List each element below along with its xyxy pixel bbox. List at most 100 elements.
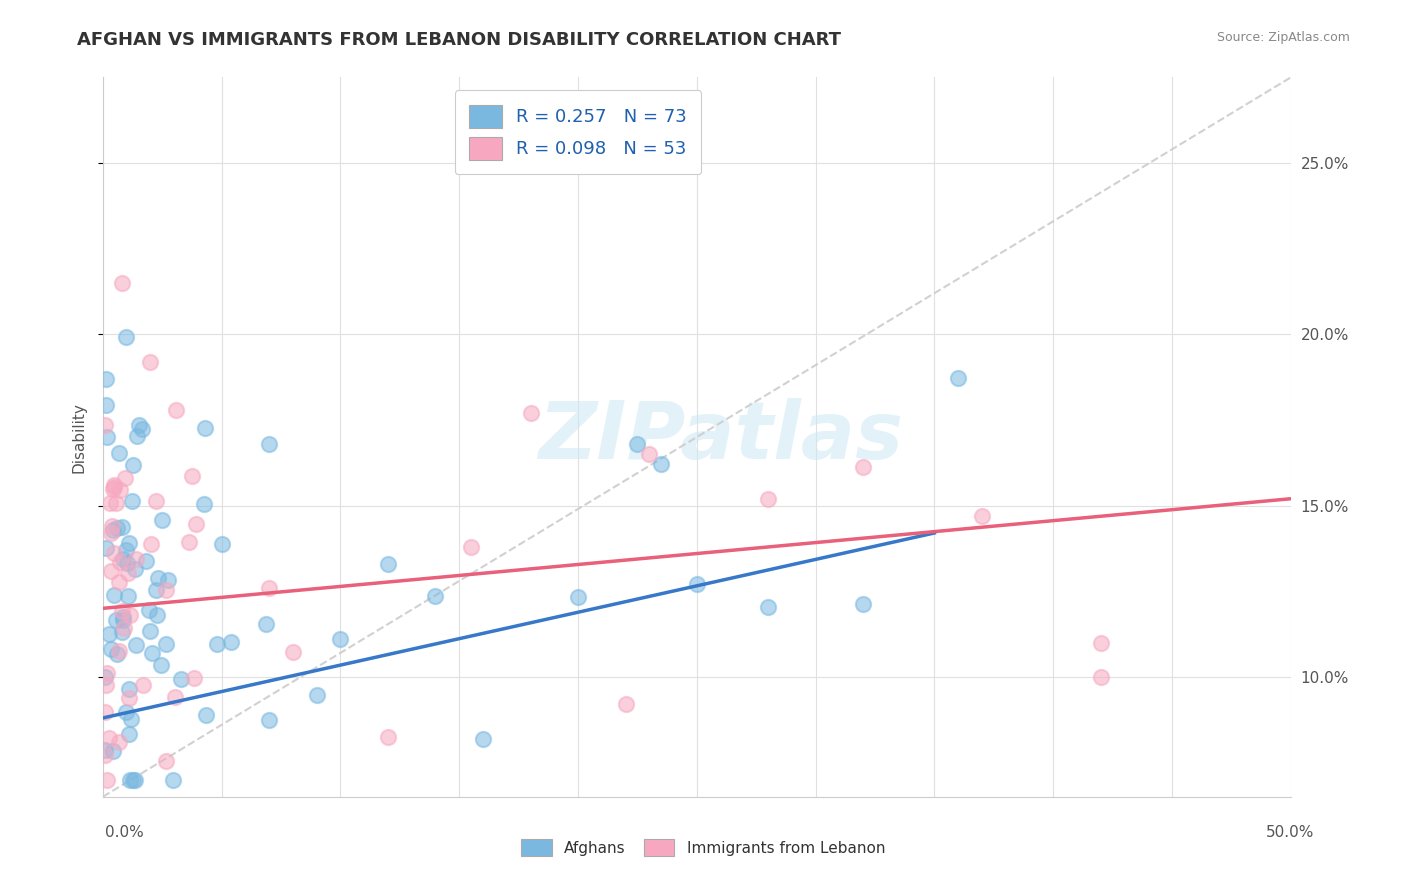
Point xyxy=(181,469,204,483)
Point xyxy=(101,519,124,533)
Point xyxy=(101,483,124,497)
Legend: R = 0.257   N = 73, R = 0.098   N = 53: R = 0.257 N = 73, R = 0.098 N = 53 xyxy=(454,90,702,174)
Point xyxy=(183,672,205,686)
Point xyxy=(946,371,969,385)
Point xyxy=(460,540,482,554)
Point xyxy=(103,480,125,494)
Point xyxy=(120,712,142,726)
Point xyxy=(117,727,139,741)
Point xyxy=(257,581,280,595)
Point xyxy=(377,730,399,744)
Point xyxy=(254,617,277,632)
Point xyxy=(118,772,141,787)
Point xyxy=(107,643,129,657)
Point xyxy=(156,573,179,587)
Point xyxy=(108,483,131,498)
Point xyxy=(111,610,134,624)
Point xyxy=(125,552,148,566)
Point xyxy=(117,566,139,581)
Point xyxy=(108,735,131,749)
Point xyxy=(145,493,167,508)
Point xyxy=(96,666,118,681)
Point xyxy=(111,276,134,290)
Point xyxy=(125,639,148,653)
Point xyxy=(125,429,148,443)
Point xyxy=(114,330,136,344)
Point xyxy=(155,582,177,597)
Point xyxy=(211,537,233,551)
Point xyxy=(193,497,215,511)
Point xyxy=(118,682,141,697)
Point xyxy=(165,403,187,417)
Point xyxy=(103,588,125,602)
Point xyxy=(108,555,131,569)
Point xyxy=(101,744,124,758)
Text: ZIPatlas: ZIPatlas xyxy=(538,398,903,476)
Point xyxy=(614,697,637,711)
Point xyxy=(145,582,167,597)
Point xyxy=(114,543,136,558)
Point xyxy=(96,772,118,787)
Point xyxy=(970,509,993,524)
Point xyxy=(162,772,184,787)
Point xyxy=(115,557,138,571)
Point xyxy=(103,545,125,559)
Point xyxy=(194,421,217,435)
Point xyxy=(118,535,141,549)
Point xyxy=(626,437,648,451)
Text: AFGHAN VS IMMIGRANTS FROM LEBANON DISABILITY CORRELATION CHART: AFGHAN VS IMMIGRANTS FROM LEBANON DISABI… xyxy=(77,31,841,49)
Point xyxy=(108,574,131,589)
Point xyxy=(257,437,280,451)
Point xyxy=(96,372,118,386)
Point xyxy=(94,705,117,719)
Point xyxy=(638,447,661,461)
Point xyxy=(377,557,399,571)
Point xyxy=(96,430,118,444)
Point xyxy=(852,598,875,612)
Y-axis label: Disability: Disability xyxy=(72,401,86,473)
Point xyxy=(184,516,207,531)
Point xyxy=(138,603,160,617)
Point xyxy=(121,772,143,787)
Point xyxy=(117,589,139,603)
Point xyxy=(146,571,169,585)
Point xyxy=(111,604,134,618)
Point xyxy=(107,648,129,662)
Point xyxy=(139,355,162,369)
Point xyxy=(567,590,589,604)
Point xyxy=(114,470,136,484)
Point xyxy=(100,564,122,578)
Point xyxy=(94,398,117,412)
Text: 0.0%: 0.0% xyxy=(105,825,145,840)
Point xyxy=(425,589,447,603)
Point xyxy=(124,772,146,787)
Point xyxy=(756,599,779,614)
Point xyxy=(146,608,169,623)
Point xyxy=(118,691,141,706)
Point xyxy=(650,458,672,472)
Point xyxy=(1090,670,1112,684)
Point xyxy=(94,678,117,692)
Point xyxy=(103,477,125,491)
Point xyxy=(257,713,280,727)
Point xyxy=(105,521,128,535)
Point xyxy=(98,496,121,510)
Point xyxy=(519,406,541,420)
Point xyxy=(94,541,117,556)
Point xyxy=(128,417,150,432)
Point xyxy=(150,513,173,527)
Legend: Afghans, Immigrants from Lebanon: Afghans, Immigrants from Lebanon xyxy=(515,833,891,862)
Text: 50.0%: 50.0% xyxy=(1267,825,1315,840)
Point xyxy=(100,526,122,541)
Point xyxy=(141,646,163,660)
Point xyxy=(110,520,132,534)
Point xyxy=(111,551,134,566)
Point xyxy=(112,613,135,627)
Point xyxy=(756,491,779,506)
Point xyxy=(139,537,162,551)
Text: Source: ZipAtlas.com: Source: ZipAtlas.com xyxy=(1216,31,1350,45)
Point xyxy=(111,624,134,639)
Point xyxy=(852,460,875,475)
Point xyxy=(121,494,143,508)
Point xyxy=(281,645,304,659)
